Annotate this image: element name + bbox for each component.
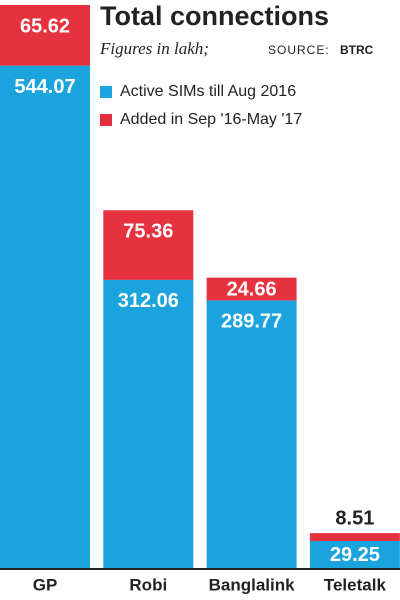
x-tick-label: Robi (129, 575, 167, 594)
x-tick-label: Banglalink (209, 575, 296, 594)
legend-label: Active SIMs till Aug 2016 (120, 83, 296, 100)
bar-segment (0, 5, 90, 66)
legend-swatch (100, 114, 112, 126)
bar-segment (309, 533, 400, 541)
bar-segment (206, 277, 297, 301)
source: BTRC (340, 43, 374, 57)
value-label: 24.66 (227, 278, 277, 300)
bar-segment (103, 279, 194, 568)
chart-title: Total connections (100, 1, 329, 31)
value-label: 544.07 (14, 76, 75, 98)
value-label: 75.36 (123, 221, 173, 243)
bar-segment (0, 65, 90, 569)
x-tick-label: Teletalk (324, 575, 387, 594)
legend-swatch (100, 86, 112, 98)
legend-label: Added in Sep '16-May '17 (120, 111, 302, 128)
bar-segment (206, 300, 297, 568)
subtitle: Figures in lakh; (99, 39, 209, 58)
value-label: 65.62 (20, 15, 70, 37)
bar-segment (309, 540, 400, 568)
value-label: 312.06 (118, 290, 179, 312)
x-tick-label: GP (33, 575, 58, 594)
value-label: 8.51 (335, 507, 374, 529)
value-label: 29.25 (330, 544, 380, 566)
bar-segment (103, 210, 194, 280)
value-label: 289.77 (221, 311, 282, 333)
source-label: SOURCE: (268, 43, 330, 57)
